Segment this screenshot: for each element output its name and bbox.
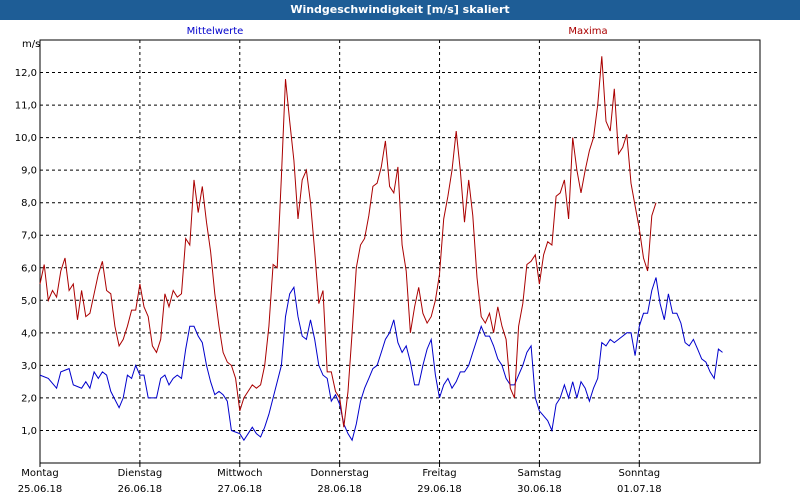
x-tick-date-label: 27.06.18 [218, 484, 263, 495]
y-tick-label: 3,0 [21, 361, 37, 372]
x-tick-date-label: 29.06.18 [417, 484, 462, 495]
series-line-mittelwerte [39, 277, 723, 442]
y-tick-label: 10,0 [15, 133, 37, 144]
y-tick-label: 7,0 [21, 231, 37, 242]
legend-entry-mittelwerte: Mittelwerte [187, 26, 244, 37]
x-tick-day-label: Mittwoch [217, 468, 262, 479]
y-tick-label: 5,0 [21, 296, 37, 307]
x-tick-date-label: 26.06.18 [118, 484, 163, 495]
x-tick-date-label: 30.06.18 [517, 484, 562, 495]
x-tick-day-label: Montag [21, 468, 58, 479]
x-tick-day-label: Freitag [422, 468, 456, 479]
x-tick-day-label: Samstag [518, 468, 562, 479]
legend-entry-maxima: Maxima [568, 26, 607, 37]
x-tick-date-label: 01.07.18 [617, 484, 662, 495]
y-tick-label: 12,0 [15, 68, 37, 79]
y-tick-label: 4,0 [21, 328, 37, 339]
plot-area-frame [39, 39, 761, 464]
y-tick-label: 6,0 [21, 263, 37, 274]
window-title: Windgeschwindigkeit [m/s] skaliert [0, 0, 800, 20]
y-axis-label: m/s [22, 39, 40, 50]
y-tick-label: 2,0 [21, 393, 37, 404]
wind-speed-chart: 1,0 2,0 3,0 4,0 5,0 6,0 7,0 8,0 9,0 10,0 11,0 12,0 M… [15, 26, 761, 495]
series-line-maxima [39, 56, 657, 428]
y-tick-label: 9,0 [21, 166, 37, 177]
x-tick-date-label: 25.06.18 [18, 484, 63, 495]
y-tick-label: 1,0 [21, 426, 37, 437]
x-tick-day-label: Sonntag [619, 468, 661, 479]
y-tick-label: 11,0 [15, 101, 37, 112]
x-tick-date-label: 28.06.18 [317, 484, 362, 495]
x-tick-day-label: Donnerstag [310, 468, 368, 479]
y-tick-label: 8,0 [21, 198, 37, 209]
x-tick-day-label: Dienstag [118, 468, 163, 479]
